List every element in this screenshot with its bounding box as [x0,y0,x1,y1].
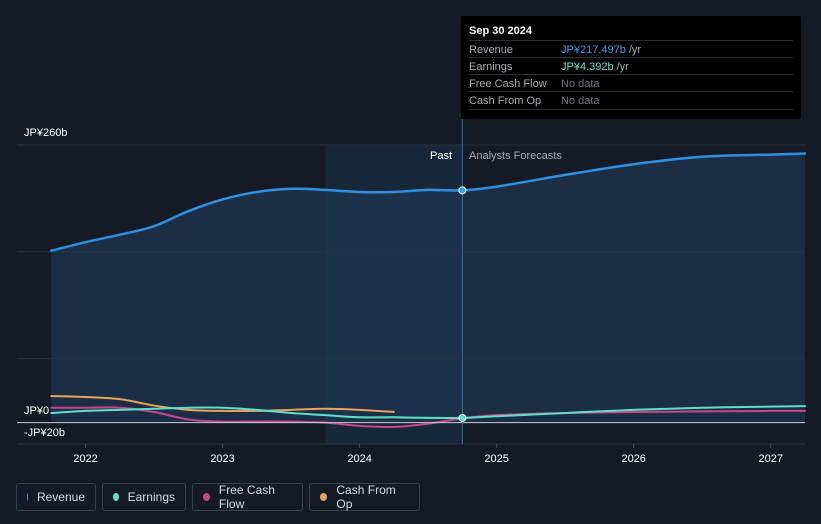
x-tick-label: 2026 [621,453,645,465]
tooltip-row-revenue: Revenue JP¥217.497b/yr [469,40,793,58]
x-tick-label: 2024 [347,453,371,465]
revenue-marker [458,186,467,195]
tooltip-name: Revenue [469,44,514,56]
tooltip-name: Free Cash Flow [469,78,547,90]
earnings-line [50,405,806,420]
tooltip-name: Earnings [469,61,513,73]
fcf-dot-icon [203,493,210,501]
x-tick-label: 2023 [210,453,234,465]
cash-from-op-line [50,394,395,413]
legend-label: Cash From Op [336,483,396,511]
legend-cash-from-op[interactable]: Cash From Op [309,483,420,511]
tooltip-row-fcf: Free Cash Flow No data [469,74,793,92]
past-label: Past [430,150,453,162]
tooltip-value: No data [561,95,600,107]
y-label-top: JP¥260b [24,127,68,139]
tooltip-value: JP¥4.392b [561,61,614,73]
tooltip-row-earnings: Earnings JP¥4.392b/yr [469,57,793,75]
legend-revenue[interactable]: Revenue [16,483,96,511]
tooltip-date: Sep 30 2024 [469,25,532,37]
legend-label: Revenue [36,490,85,504]
tooltip-unit: /yr [628,44,642,56]
legend-free-cash-flow[interactable]: Free Cash Flow [192,483,303,511]
x-tick-label: 2022 [73,453,97,465]
legend-earnings[interactable]: Earnings [102,483,186,511]
tooltip-value: No data [561,78,600,90]
revenue-area [51,153,806,423]
tooltip-name: Cash From Op [469,95,542,107]
legend-label: Free Cash Flow [218,483,275,511]
revenue-dot-icon [27,493,28,501]
x-tick-label: 2027 [758,453,782,465]
forecast-label: Analysts Forecasts [469,150,562,162]
x-tick-label: 2025 [484,453,508,465]
revenue-line [50,152,807,252]
y-label-bottom: -JP¥20b [24,427,65,439]
tooltip-value: JP¥217.497b [561,44,626,56]
free-cash-flow-line [50,406,806,428]
tooltip-row-cfo: Cash From Op No data [469,91,793,110]
cfo-dot-icon [320,493,328,501]
legend-label: Earnings [127,490,175,504]
tooltip-unit: /yr [616,61,629,73]
y-label-zero: JP¥0 [24,405,50,417]
tooltip: Sep 30 2024 Revenue JP¥217.497b/yr Earni… [461,16,801,119]
earnings-dot-icon [113,493,119,501]
earnings-marker [458,413,467,422]
